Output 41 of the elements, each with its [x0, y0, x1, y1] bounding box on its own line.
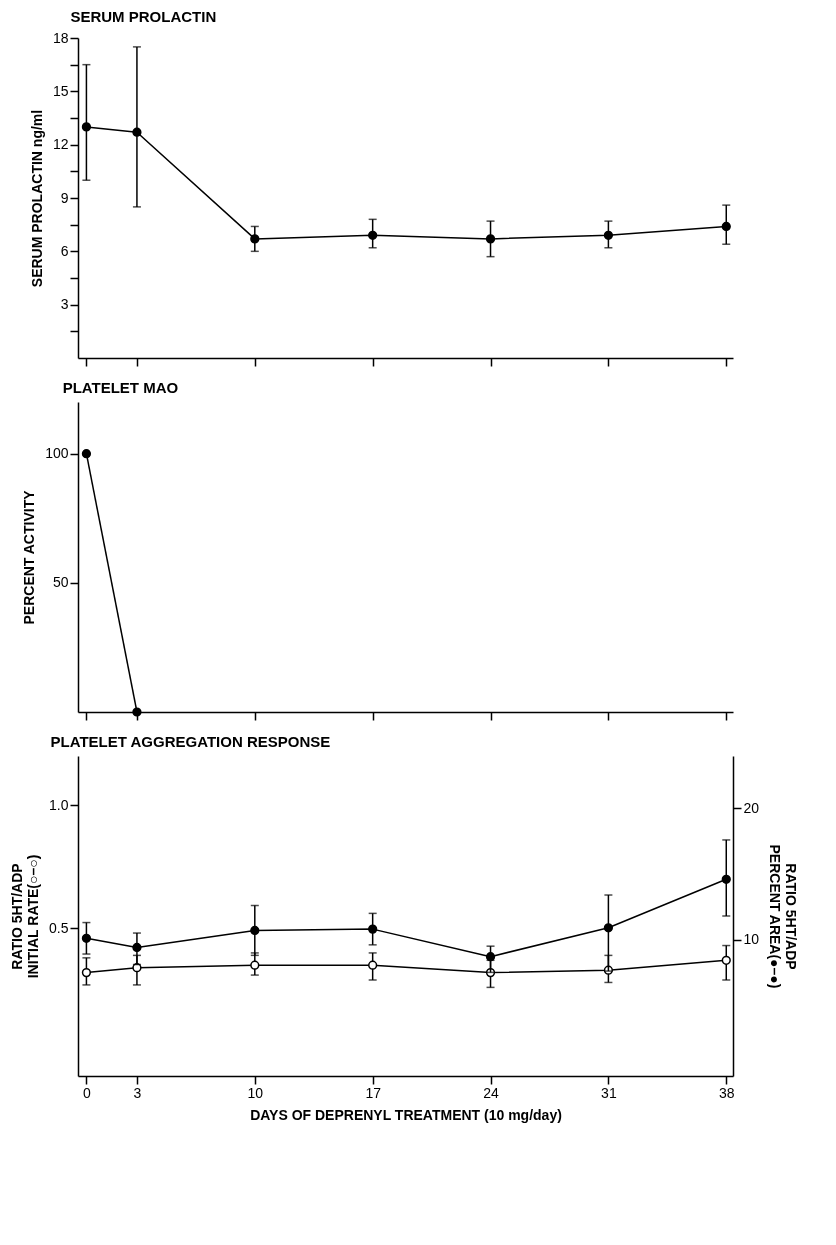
y2-axis-title: RATIO 5HT/ADP PERCENT AREA(●–●) — [767, 844, 800, 989]
x-tick-label: 24 — [483, 1084, 500, 1101]
y-tick-label: 100 — [45, 445, 69, 462]
y-tick-label: 6 — [60, 242, 69, 259]
point — [721, 221, 731, 232]
point — [250, 234, 260, 244]
y2-tick-label: 10 — [743, 931, 760, 948]
x-tick-label: 3 — [133, 1084, 142, 1101]
y-tick-label: 1.0 — [49, 796, 69, 813]
y2-tick-label: 20 — [743, 799, 760, 816]
y-tick-label: 50 — [52, 574, 69, 591]
point — [485, 952, 496, 962]
y-axis-title: RATIO 5HT/ADP INITIAL RATE(○–○) — [9, 854, 42, 979]
point — [485, 234, 496, 244]
y-tick-label: 18 — [52, 29, 69, 46]
point — [132, 127, 142, 137]
y-tick-label: 12 — [52, 136, 69, 153]
x-tick-label: 31 — [601, 1084, 617, 1101]
y-tick-label: 0.5 — [49, 919, 69, 936]
x-tick-label: 10 — [247, 1084, 264, 1101]
point — [81, 933, 92, 943]
point — [603, 923, 614, 933]
y-axis-title: PERCENT ACTIVITY — [21, 489, 38, 625]
x-tick-label: 38 — [718, 1084, 735, 1101]
point — [603, 230, 614, 240]
y-axis-title: SERUM PROLACTIN ng/ml — [28, 109, 45, 288]
chart-title: SERUM PROLACTIN — [70, 8, 217, 25]
y-tick-label: 3 — [60, 296, 69, 313]
chart-title: PLATELET AGGREGATION RESPONSE — [50, 733, 331, 750]
y-tick-label: 15 — [52, 82, 69, 99]
chart-title: PLATELET MAO — [62, 379, 179, 396]
y-tick-label: 9 — [60, 189, 69, 206]
point — [250, 925, 260, 936]
point — [368, 924, 378, 934]
x-axis-title: DAYS OF DEPRENYL TREATMENT (10 mg/day) — [250, 1106, 562, 1123]
point — [721, 874, 731, 884]
point — [132, 942, 142, 953]
x-tick-label: 17 — [365, 1084, 382, 1101]
x-tick-label: 0 — [83, 1084, 92, 1101]
point — [81, 122, 92, 132]
point — [368, 230, 378, 240]
